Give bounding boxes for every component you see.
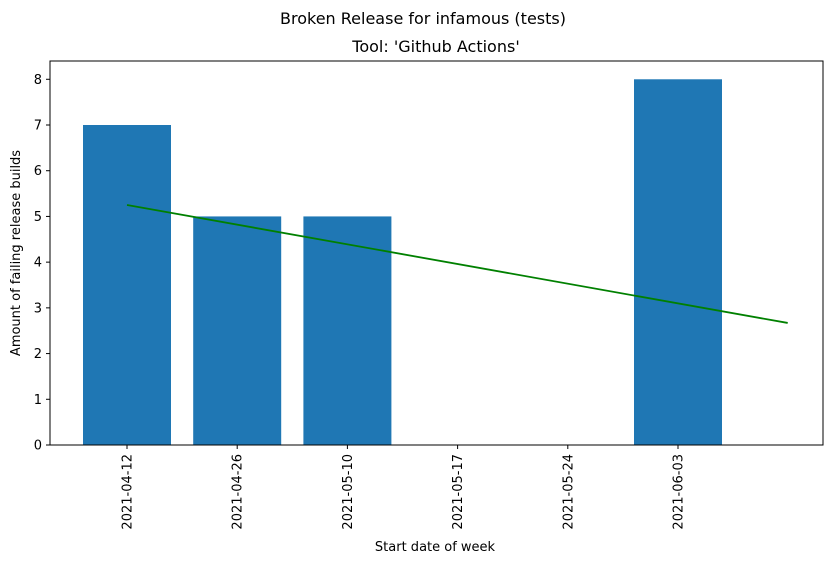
trend-layer	[126, 204, 788, 324]
x-tick-label-2021-04-26: 2021-04-26	[231, 454, 246, 530]
x-tick-label-2021-05-24: 2021-05-24	[561, 454, 576, 530]
x-tick-label-2021-06-03: 2021-06-03	[672, 454, 687, 530]
y-tick-label-2: 2	[34, 347, 42, 362]
chart-subtitle: Tool: 'Github Actions'	[351, 37, 519, 56]
y-tick-label-1: 1	[34, 393, 42, 408]
x-axis-label: Start date of week	[375, 540, 496, 555]
bar-2021-04-26	[193, 216, 282, 445]
y-tick-label-5: 5	[34, 210, 42, 225]
x-tick-label-2021-05-10: 2021-05-10	[341, 454, 356, 530]
bar-2021-06-03	[634, 79, 722, 446]
y-tick-label-4: 4	[34, 256, 42, 271]
trend-line	[126, 204, 788, 324]
y-tick-label-7: 7	[34, 119, 42, 134]
y-tick-label-8: 8	[34, 73, 42, 88]
chart-title: Broken Release for infamous (tests)	[280, 9, 566, 28]
y-tick-label-6: 6	[34, 164, 42, 179]
axes-layer: 0 1 2 3 4 5 6 7 8 2021-04-12 2021-04-26 2021-05-10 2…	[34, 60, 824, 530]
x-tick-label-2021-04-12: 2021-04-12	[121, 454, 136, 530]
y-axis-label: Amount of failing release builds	[9, 150, 24, 356]
bar-2021-05-10	[303, 216, 392, 445]
bars-layer	[83, 79, 722, 446]
plot-frame	[49, 60, 824, 446]
y-tick-label-3: 3	[34, 301, 42, 316]
x-tick-label-2021-05-17: 2021-05-17	[451, 454, 466, 530]
bar-2021-04-12	[83, 125, 171, 445]
y-tick-label-0: 0	[34, 439, 42, 454]
